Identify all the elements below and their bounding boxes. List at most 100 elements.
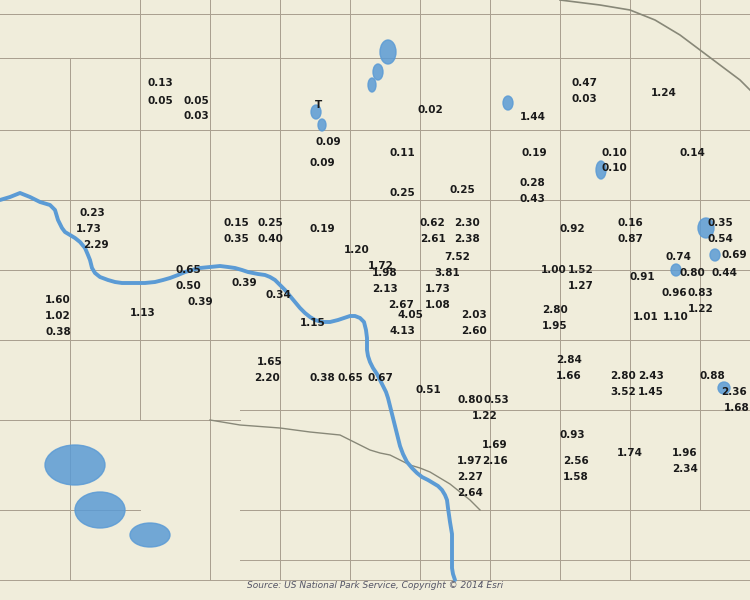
Text: 0.40: 0.40 xyxy=(258,234,284,244)
Text: 1.73: 1.73 xyxy=(76,224,102,234)
Ellipse shape xyxy=(130,523,170,547)
Text: T: T xyxy=(315,100,322,110)
Text: 0.02: 0.02 xyxy=(418,105,444,115)
Text: 0.87: 0.87 xyxy=(617,234,643,244)
Text: 0.88: 0.88 xyxy=(700,371,726,381)
Text: 0.67: 0.67 xyxy=(368,373,394,383)
Text: 1.15: 1.15 xyxy=(300,318,326,328)
Text: 0.15: 0.15 xyxy=(224,218,250,228)
Text: 0.92: 0.92 xyxy=(560,224,586,234)
Text: 1.08: 1.08 xyxy=(425,300,451,310)
Ellipse shape xyxy=(503,96,513,110)
Text: 1.74: 1.74 xyxy=(617,448,643,458)
Text: 0.11: 0.11 xyxy=(389,148,415,158)
Text: 0.35: 0.35 xyxy=(224,234,250,244)
Ellipse shape xyxy=(718,382,730,394)
Text: 1.22: 1.22 xyxy=(472,411,498,421)
Text: 0.35: 0.35 xyxy=(707,218,733,228)
Text: 0.16: 0.16 xyxy=(617,218,643,228)
Text: 0.83: 0.83 xyxy=(688,288,714,298)
Text: 1.01: 1.01 xyxy=(633,312,658,322)
Text: 1.95: 1.95 xyxy=(542,321,568,331)
Text: 0.13: 0.13 xyxy=(148,78,174,88)
Text: 1.44: 1.44 xyxy=(520,112,546,122)
Text: 2.56: 2.56 xyxy=(563,456,589,466)
Ellipse shape xyxy=(368,78,376,92)
Text: 0.47: 0.47 xyxy=(572,78,598,88)
Text: Source: US National Park Service, Copyright © 2014 Esri: Source: US National Park Service, Copyri… xyxy=(247,581,503,590)
Ellipse shape xyxy=(311,105,321,119)
Text: 1.96: 1.96 xyxy=(672,448,698,458)
Text: 0.10: 0.10 xyxy=(601,163,627,173)
Text: 1.13: 1.13 xyxy=(130,308,156,318)
Text: 1.68: 1.68 xyxy=(724,403,750,413)
Text: 3.52: 3.52 xyxy=(610,387,636,397)
Text: 0.23: 0.23 xyxy=(80,208,106,218)
Text: 0.34: 0.34 xyxy=(265,290,291,300)
Text: 0.93: 0.93 xyxy=(560,430,586,440)
Text: 0.25: 0.25 xyxy=(258,218,284,228)
Text: 4.13: 4.13 xyxy=(390,326,416,336)
Text: 2.64: 2.64 xyxy=(457,488,483,498)
Text: 0.03: 0.03 xyxy=(572,94,598,104)
Ellipse shape xyxy=(75,492,125,528)
Text: 0.09: 0.09 xyxy=(310,158,336,168)
Text: 0.65: 0.65 xyxy=(175,265,201,275)
Text: 0.80: 0.80 xyxy=(680,268,706,278)
Text: 2.16: 2.16 xyxy=(482,456,508,466)
Text: 2.67: 2.67 xyxy=(388,300,414,310)
Text: 3.81: 3.81 xyxy=(434,268,460,278)
Text: 2.20: 2.20 xyxy=(254,373,280,383)
Text: 1.20: 1.20 xyxy=(344,245,370,255)
Text: 0.38: 0.38 xyxy=(309,373,334,383)
Ellipse shape xyxy=(380,40,396,64)
Ellipse shape xyxy=(710,249,720,261)
Ellipse shape xyxy=(318,119,326,131)
Text: 2.61: 2.61 xyxy=(420,234,446,244)
Text: 2.80: 2.80 xyxy=(610,371,636,381)
Text: 0.54: 0.54 xyxy=(707,234,733,244)
Text: 0.44: 0.44 xyxy=(711,268,737,278)
Text: 1.58: 1.58 xyxy=(563,472,589,482)
Text: 1.69: 1.69 xyxy=(482,440,508,450)
Text: 0.39: 0.39 xyxy=(188,297,214,307)
Text: 2.29: 2.29 xyxy=(83,240,109,250)
Text: 0.19: 0.19 xyxy=(309,224,334,234)
Ellipse shape xyxy=(45,445,105,485)
Text: 0.25: 0.25 xyxy=(389,188,415,198)
Text: 1.98: 1.98 xyxy=(372,268,398,278)
Text: 1.97: 1.97 xyxy=(457,456,483,466)
Text: 1.52: 1.52 xyxy=(568,265,594,275)
Text: 0.39: 0.39 xyxy=(232,278,258,288)
Text: 2.36: 2.36 xyxy=(721,387,747,397)
Text: 0.50: 0.50 xyxy=(175,281,201,291)
Text: 2.13: 2.13 xyxy=(372,284,398,294)
Text: 2.34: 2.34 xyxy=(672,464,698,474)
Text: 1.02: 1.02 xyxy=(45,311,70,321)
Text: 0.96: 0.96 xyxy=(661,288,687,298)
Text: 1.24: 1.24 xyxy=(651,88,676,98)
Text: 0.38: 0.38 xyxy=(45,327,70,337)
Text: 0.09: 0.09 xyxy=(315,137,340,147)
Text: 1.72: 1.72 xyxy=(368,261,394,271)
Text: 0.19: 0.19 xyxy=(521,148,547,158)
Text: 0.80: 0.80 xyxy=(458,395,484,405)
Text: 4.05: 4.05 xyxy=(398,310,424,320)
Text: 0.51: 0.51 xyxy=(415,385,441,395)
Text: 0.74: 0.74 xyxy=(666,252,692,262)
Text: 2.03: 2.03 xyxy=(461,310,487,320)
Text: 1.27: 1.27 xyxy=(568,281,594,291)
Text: 1.00: 1.00 xyxy=(541,265,567,275)
Text: 0.43: 0.43 xyxy=(519,194,544,204)
Text: 0.28: 0.28 xyxy=(519,178,544,188)
Text: 2.60: 2.60 xyxy=(461,326,487,336)
Text: 1.73: 1.73 xyxy=(425,284,451,294)
Text: 2.30: 2.30 xyxy=(454,218,480,228)
Text: 0.25: 0.25 xyxy=(450,185,476,195)
Ellipse shape xyxy=(373,64,383,80)
Ellipse shape xyxy=(698,218,714,238)
Ellipse shape xyxy=(671,264,681,276)
Text: 0.53: 0.53 xyxy=(484,395,510,405)
Text: 7.52: 7.52 xyxy=(444,252,470,262)
Text: 0.10: 0.10 xyxy=(601,148,627,158)
